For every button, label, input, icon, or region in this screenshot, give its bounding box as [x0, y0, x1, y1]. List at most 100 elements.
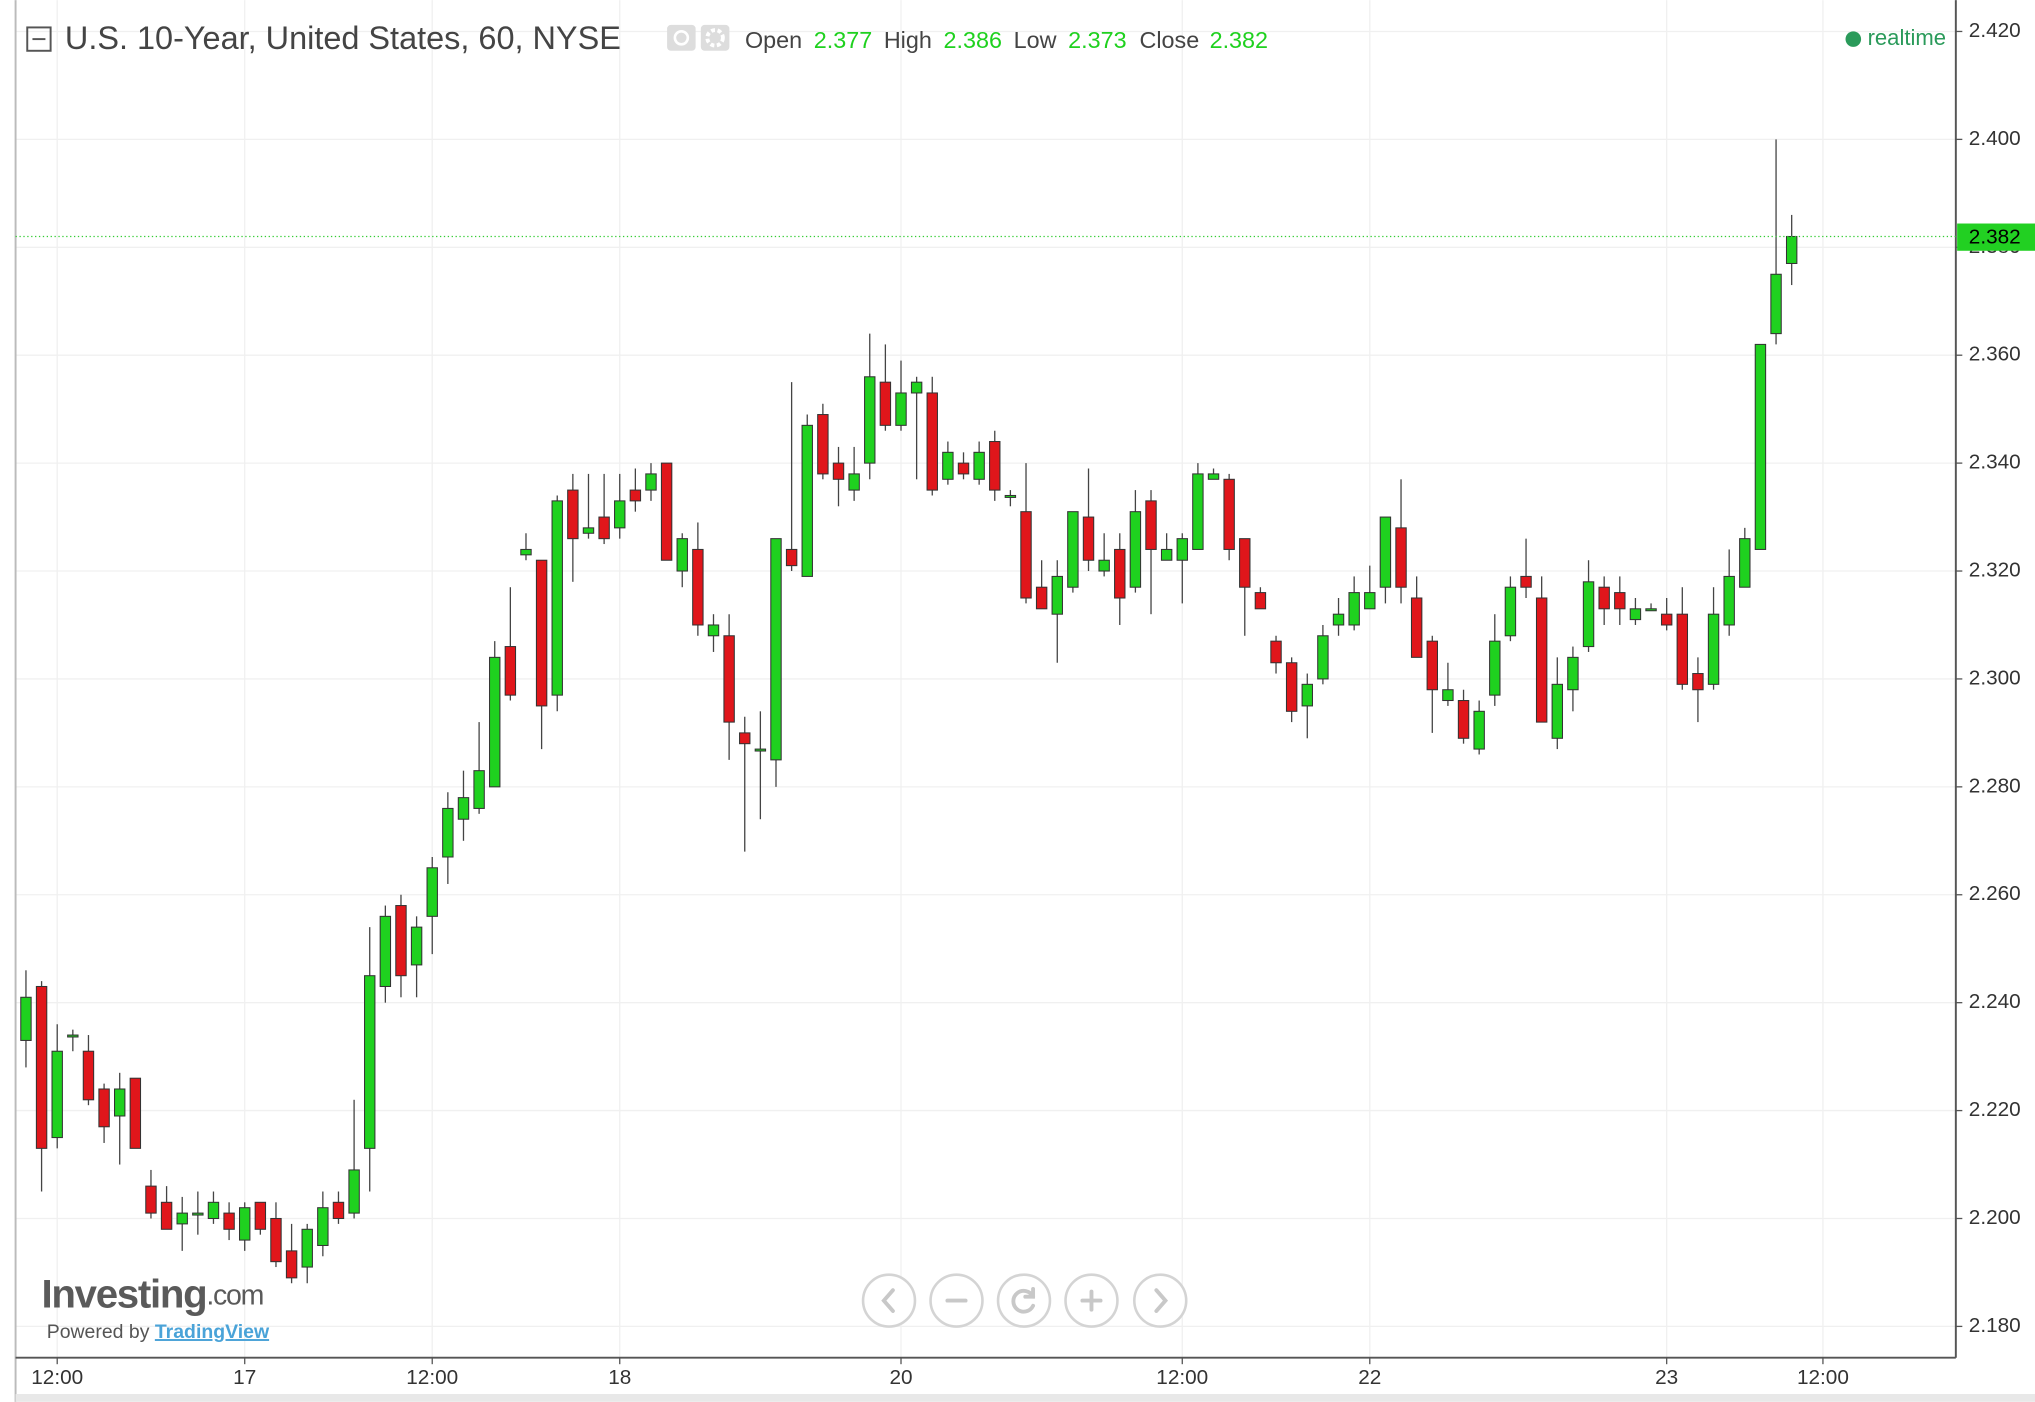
ohlc-label: Close: [1139, 27, 1199, 53]
candle-body: [1145, 500, 1157, 550]
candle-body: [1207, 473, 1220, 480]
candle-body: [879, 381, 892, 426]
ohlc-value: 2.382: [1210, 27, 1268, 53]
candle-body: [629, 489, 642, 502]
candle-body: [1239, 538, 1251, 588]
ohlc-legend: Open 2.377 High 2.386 Low 2.373 Close 2.382: [745, 27, 1268, 53]
candle-body: [1614, 592, 1626, 610]
scrollbar: [15, 1394, 2035, 1402]
y-tick-label: 2.420: [1969, 19, 2021, 42]
candle-body: [98, 1088, 110, 1128]
status-dot: [1845, 31, 1862, 47]
candle-body: [1379, 516, 1392, 588]
scroll-right-button[interactable]: [1133, 1273, 1188, 1328]
candle-body: [723, 635, 735, 723]
candle-body: [1098, 559, 1110, 572]
candle-body: [176, 1212, 188, 1225]
y-tick-label: 2.300: [1969, 666, 2021, 689]
candle-body: [379, 915, 392, 988]
candle-body: [207, 1201, 220, 1220]
candle-body: [1754, 343, 1767, 550]
candle-body: [942, 451, 954, 480]
y-tick-label: 2.360: [1969, 343, 2021, 366]
candle-body: [1317, 635, 1329, 680]
candle-body: [1770, 273, 1782, 335]
nav-buttons: [861, 1273, 1188, 1328]
tradingview-link[interactable]: TradingView: [155, 1321, 270, 1343]
last-price-tag: [1957, 223, 2035, 251]
candle-body: [957, 462, 970, 475]
candle-body: [739, 732, 751, 745]
logo-suffix: .com: [206, 1279, 263, 1311]
candle-body: [1567, 656, 1579, 691]
y-tick-label: 2.180: [1969, 1314, 2021, 1337]
candle-body: [801, 424, 813, 577]
candle-body: [473, 770, 485, 809]
candle-body: [1473, 710, 1485, 750]
scroll-left-button[interactable]: [861, 1273, 917, 1328]
candle-body: [1160, 548, 1173, 561]
x-tick-label: 12:00: [31, 1366, 83, 1389]
candle-body: [660, 462, 673, 561]
candle-body: [1660, 613, 1673, 626]
candle-body: [254, 1201, 267, 1230]
y-tick-label: 2.400: [1969, 127, 2021, 150]
candle-body: [1457, 700, 1470, 739]
candle-body: [1598, 586, 1610, 610]
x-tick-label: 12:00: [406, 1366, 458, 1389]
candle-body: [35, 985, 48, 1149]
candle-body: [1739, 538, 1751, 588]
candle-body: [864, 376, 876, 464]
candle-body: [1067, 511, 1079, 588]
candle-body: [692, 548, 704, 626]
candle-body: [1348, 592, 1360, 626]
candle-body: [1364, 592, 1376, 610]
y-tick-label: 2.280: [1969, 774, 2021, 797]
candle-body: [285, 1250, 298, 1279]
y-tick-label: 2.340: [1969, 451, 2021, 474]
candle-body: [67, 1034, 79, 1038]
candle-body: [614, 500, 626, 529]
candle-body: [926, 392, 938, 491]
reset-icon: [1011, 1286, 1036, 1314]
collapse-icon[interactable]: [26, 26, 52, 52]
y-tick-label: 2.240: [1969, 990, 2021, 1013]
candle-body: [1692, 673, 1704, 691]
candle-body: [910, 381, 923, 394]
candle-body: [192, 1212, 204, 1216]
x-tick-label: 12:00: [1156, 1366, 1208, 1389]
x-tick-label: 22: [1358, 1366, 1381, 1389]
reset-button[interactable]: [996, 1273, 1052, 1328]
candle-body: [1520, 575, 1532, 588]
candle-body: [1410, 597, 1423, 658]
candle-body: [129, 1077, 142, 1149]
candle-body: [1114, 548, 1126, 599]
candle-body: [410, 926, 423, 966]
x-tick-label: 18: [608, 1366, 631, 1389]
y-tick-label: 2.260: [1969, 882, 2021, 905]
eye-icon[interactable]: [667, 24, 696, 51]
candle-body: [348, 1169, 360, 1214]
candle-body: [676, 538, 688, 572]
candle-body: [1645, 608, 1657, 612]
candle-body: [1582, 581, 1595, 648]
powered-by-text: Powered by: [47, 1321, 150, 1343]
candle-body: [332, 1201, 345, 1220]
candle-body: [270, 1217, 282, 1263]
settings-icon[interactable]: [700, 24, 730, 51]
candle-body: [785, 548, 798, 567]
candle-body: [1707, 613, 1720, 685]
ohlc-value: 2.386: [944, 27, 1002, 53]
logo: Investing.com: [42, 1271, 264, 1316]
candle-body: [442, 807, 454, 858]
candle-body: [582, 527, 595, 534]
candle-body: [770, 538, 782, 761]
candle-body: [832, 462, 845, 480]
eye-icon-shape: [673, 30, 690, 46]
candle-body: [973, 451, 985, 480]
candle-body: [1176, 538, 1188, 561]
candle-body: [504, 646, 517, 696]
powered-by: Powered by TradingView: [47, 1321, 270, 1343]
